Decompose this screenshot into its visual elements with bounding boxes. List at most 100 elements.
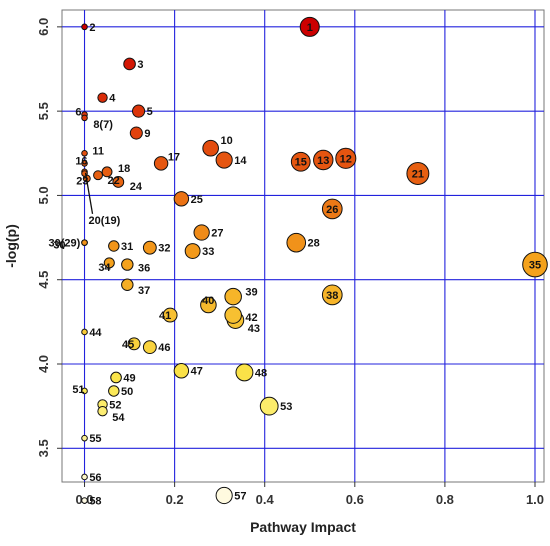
data-label-28: 28 [308,238,320,250]
data-label-8(7): 8(7) [93,119,113,131]
data-point-9 [129,126,143,140]
data-label-18: 18 [118,163,130,175]
data-point-51 [81,387,88,395]
y-tick-label: 4.0 [36,355,51,373]
data-point-15 [290,151,311,172]
data-label-35: 35 [529,260,541,272]
data-label-45: 45 [122,339,134,351]
data-point-21 [406,162,430,185]
data-point-12 [335,147,357,169]
data-label-49: 49 [123,372,135,384]
data-point-27 [193,224,210,241]
data-point-17 [153,156,169,171]
data-point-36 [121,258,134,271]
data-label-5: 5 [147,106,153,118]
data-label-31: 31 [121,241,133,253]
data-label-4: 4 [109,93,116,105]
data-point-39 [224,287,242,306]
data-point-46 [142,340,157,355]
data-point-32 [142,240,157,255]
x-tick-label: 0.6 [346,492,364,507]
data-label-56: 56 [89,472,101,484]
data-point-35 [522,251,548,278]
data-label-39: 39 [245,287,257,299]
data-point-2 [81,23,88,31]
data-label-12: 12 [340,153,352,165]
data-point-58 [81,497,88,504]
data-point-3 [123,57,136,71]
data-label-27: 27 [211,228,223,240]
data-point-40 [200,296,217,314]
data-point-37 [121,278,134,291]
data-point-26 [321,198,343,220]
data-point-25 [173,191,190,207]
data-point-49 [110,371,122,384]
data-point-1 [299,16,320,37]
data-label-2: 2 [89,22,95,34]
data-label-38: 38 [326,290,338,302]
data-label-17: 17 [168,151,180,163]
data-label-48: 48 [255,367,267,379]
y-tick-label: 4.5 [36,271,51,289]
data-point-55 [81,434,88,442]
y-tick-label: 5.5 [36,102,51,120]
data-label-44: 44 [89,327,102,339]
data-label-22: 22 [107,175,119,187]
data-point-5 [131,104,146,118]
axes: 0.00.20.40.60.81.03.54.04.55.05.56.0 [36,18,544,507]
data-point-24 [112,176,125,188]
data-point-14 [215,151,233,169]
data-label-40: 40 [202,295,214,307]
data-label-46: 46 [158,342,170,354]
data-label-3: 3 [137,59,143,71]
data-label-57: 57 [234,490,246,502]
data-point-38 [321,284,343,306]
x-axis-title: Pathway Impact [250,519,356,535]
annotation-label: 20(19) [89,215,121,227]
data-point-34 [103,257,115,269]
data-label-24: 24 [130,181,143,193]
data-point-50 [108,385,120,397]
data-point-4 [97,92,108,103]
x-tick-label: 1.0 [526,492,544,507]
data-label-10: 10 [220,135,232,147]
data-label-34: 34 [98,262,111,274]
x-tick-label: 0.4 [256,492,275,507]
data-label-6: 6 [75,107,81,119]
data-label-30-29: 30(29) [49,238,81,250]
data-point-48 [235,363,254,382]
data-label-21: 21 [412,169,424,181]
data-point-13 [313,149,334,171]
data-label-51: 51 [72,384,84,396]
data-label-16: 16 [75,155,87,167]
data-point-10 [202,139,219,157]
data-label-55: 55 [89,433,101,445]
data-point-54 [97,406,108,417]
data-label-53: 53 [280,401,292,413]
data-point-31 [108,240,120,252]
x-tick-label: 0.2 [166,492,184,507]
data-points [81,16,548,505]
x-tick-label: 0.8 [436,492,454,507]
data-point-45 [127,337,141,351]
data-label-1: 1 [307,22,313,34]
data-point-33 [184,243,201,260]
data-point-22 [93,170,103,181]
data-label-58: 58 [89,496,101,508]
data-point-11 [81,149,88,157]
data-label-13: 13 [317,155,329,167]
data-point-8(7) [81,114,88,122]
data-label-54: 54 [112,412,125,424]
data-label-42: 42 [245,312,257,324]
data-label-11: 11 [92,145,104,157]
data-point-53 [259,396,279,416]
data-label-52: 52 [109,399,121,411]
data-point-16 [81,160,88,167]
data-point-30 [81,239,88,246]
data-label-43: 43 [248,323,260,335]
data-label-37: 37 [138,285,150,297]
data-point-47 [173,363,190,379]
